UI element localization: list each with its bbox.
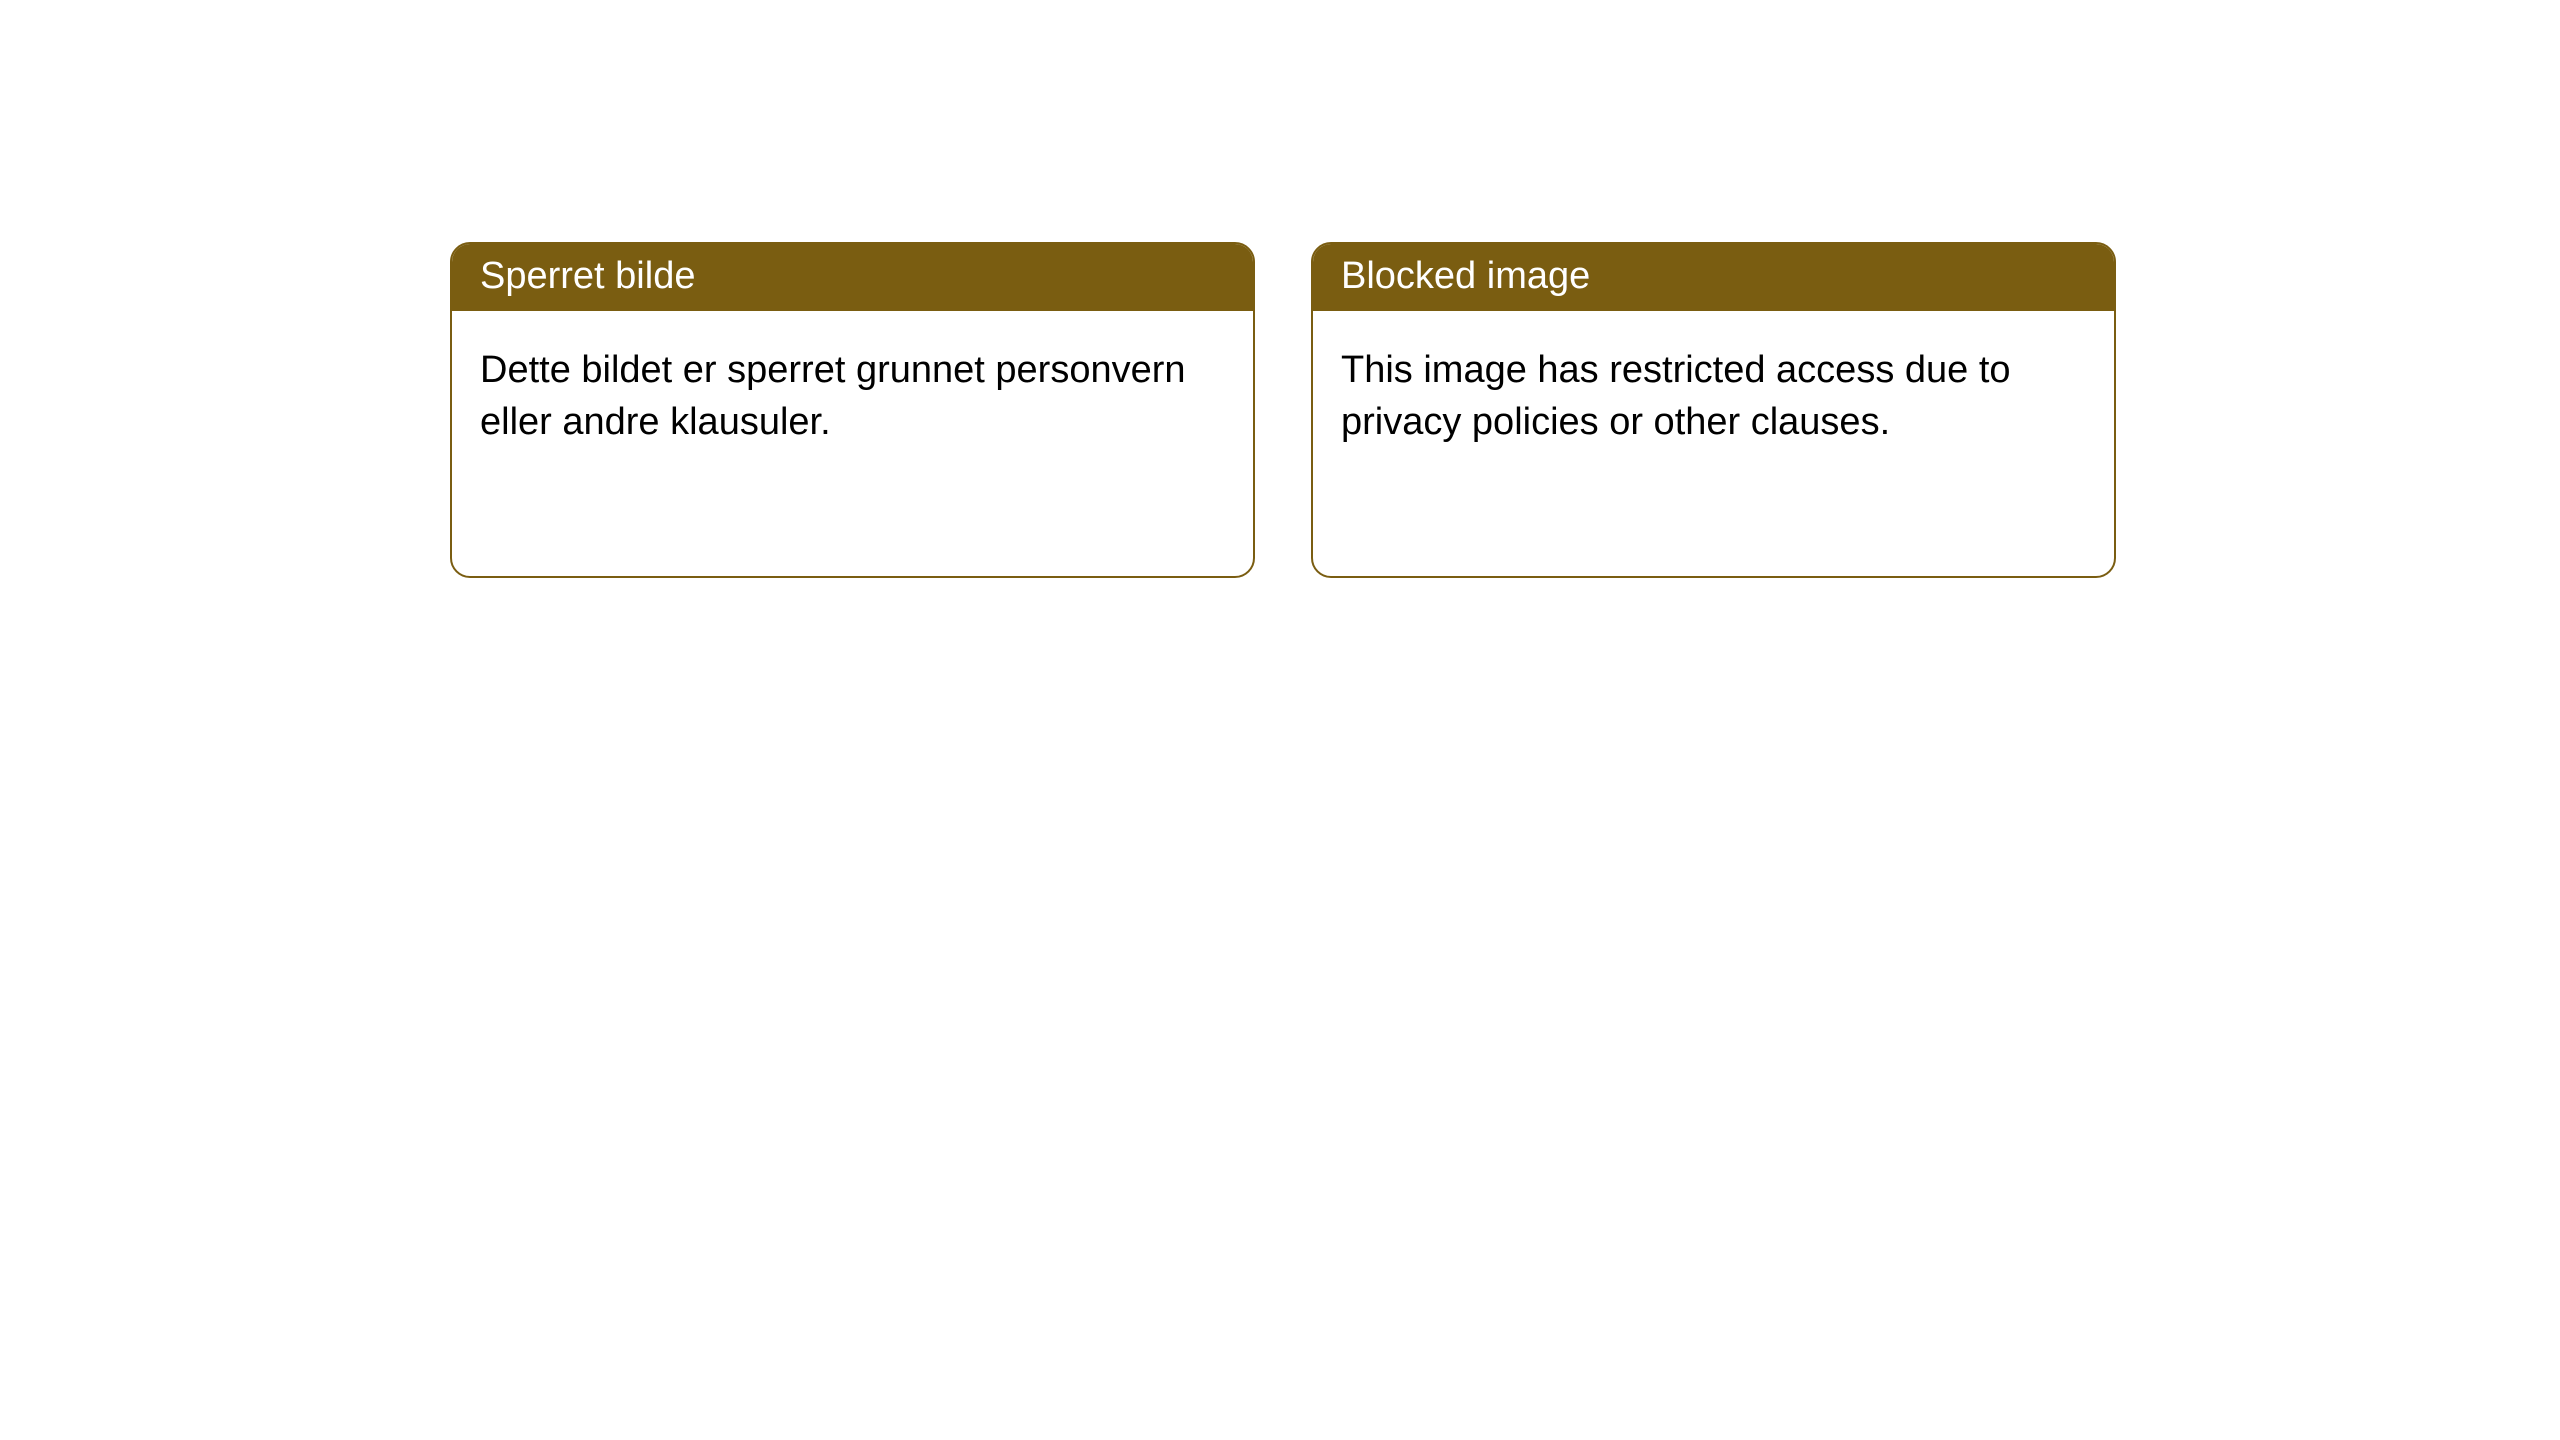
notice-card-norwegian: Sperret bilde Dette bildet er sperret gr…	[450, 242, 1255, 578]
notice-card-english: Blocked image This image has restricted …	[1311, 242, 2116, 578]
notice-card-body: This image has restricted access due to …	[1313, 311, 2114, 482]
notice-card-body: Dette bildet er sperret grunnet personve…	[452, 311, 1253, 482]
notice-card-title: Sperret bilde	[452, 244, 1253, 311]
notice-container: Sperret bilde Dette bildet er sperret gr…	[0, 0, 2560, 578]
notice-card-title: Blocked image	[1313, 244, 2114, 311]
